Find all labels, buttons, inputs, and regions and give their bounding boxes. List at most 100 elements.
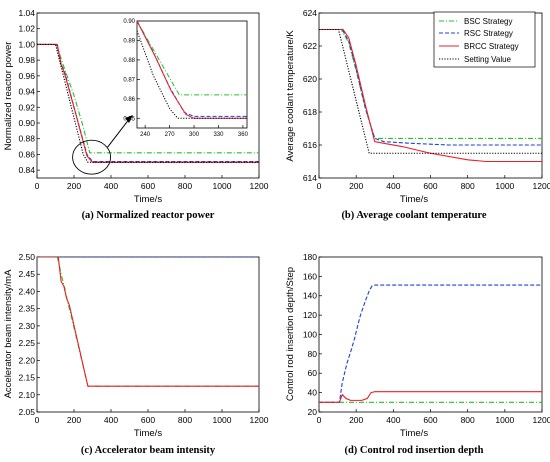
panel-c-xlabel: Time/s: [134, 428, 162, 439]
panel-c-ytick-label: 2.50: [18, 252, 35, 262]
inset-xtick-label: 270: [165, 132, 176, 138]
inset-series-rsc: [137, 21, 247, 117]
panel-c-ytick-label: 2.45: [18, 269, 35, 279]
panel-a-ylabel: Normalized reactor power: [3, 42, 14, 151]
panel-d-xtick-label: 400: [386, 415, 400, 425]
panel-c-ytick-label: 2.15: [18, 373, 35, 383]
panel-a-ytick-label: 0.86: [18, 149, 35, 159]
panel-d-ytick-label: 180: [303, 252, 317, 262]
inset-xtick-label: 300: [189, 132, 200, 138]
panel-d-ytick-label: 60: [308, 368, 318, 378]
panel-c-ylabel: Accelerator beam intensity/mA: [3, 269, 14, 398]
panel-c-ytick-label: 2.10: [18, 390, 35, 400]
panel-c-frame: [36, 256, 260, 413]
panel-d-ytick-label: 160: [303, 271, 317, 281]
panel-b-ytick-label: 624: [303, 8, 317, 18]
panel-d-ytick-label: 80: [308, 349, 318, 359]
panel-d-ytick-label: 20: [308, 407, 318, 417]
panel-d-xtick-label: 1200: [533, 415, 550, 425]
inset-plot: 240 270 300 330 360 0.85 0.86 0.87 0.88 0.89 0.90: [123, 19, 248, 138]
zoom-arrow: [107, 117, 131, 148]
panel-d-xlabel: Time/s: [400, 428, 428, 439]
panel-c-series-group: [37, 257, 259, 387]
legend-label-rsc: RSC Strategy: [464, 29, 513, 38]
panel-a-ytick-label: 1.02: [18, 24, 35, 34]
panel-d-ylabel: Control rod insertion depth/Step: [285, 267, 296, 401]
panel-a-xtick-label: 1000: [213, 181, 232, 191]
panel-b-xlabel: Time/s: [400, 194, 428, 205]
panel-b-ytick-label: 620: [303, 74, 317, 84]
panel-d-ytick-label: 100: [303, 329, 317, 339]
inset-ytick-label: 0.85: [123, 116, 135, 122]
panel-b-xtick-label: 800: [461, 181, 475, 191]
panel-c-xtick-label: 800: [178, 415, 192, 425]
panel-c-ytick-label: 2.25: [18, 338, 35, 348]
panel-d-ytick-label: 40: [308, 388, 318, 398]
panel-a-caption: (a) Normalized reactor power: [82, 210, 215, 221]
panel-a-ytick-label: 0.98: [18, 55, 35, 65]
panel-d-plot: 0 200 400 600 800 1000 1200 20 40 60 80 100 120 140 16…: [303, 252, 550, 425]
panel-a-xtick-label: 400: [104, 181, 118, 191]
panel-a-ytick-label: 0.84: [18, 165, 35, 175]
inset-series-bsc: [137, 21, 247, 96]
legend-label-brcc: BRCC Strategy: [464, 42, 519, 51]
panel-b-xtick-label: 600: [423, 181, 437, 191]
panel-d-series-rsc: [319, 284, 542, 403]
panel-b-xtick-label: 400: [386, 181, 400, 191]
panel-c-plot: 0 200 400 600 800 1000 1200 2.05 2.10 2.15 2.20 2.2…: [18, 252, 268, 425]
inset-ytick-label: 0.87: [123, 77, 135, 83]
zoom-arrow-head: [125, 115, 133, 123]
panel-c-ytick-label: 2.35: [18, 304, 35, 314]
legend-label-bsc: BSC Strategy: [464, 17, 512, 26]
panel-d-series-group: [319, 284, 542, 403]
panel-a-xlabel: Time/s: [134, 194, 162, 205]
panel-b-ytick-label: 618: [303, 107, 317, 117]
panel-a-xtick-label: 200: [67, 181, 81, 191]
panel-b-series-brcc: [319, 28, 542, 163]
panel-d-xtick-label: 800: [461, 415, 475, 425]
panel-b: Average coolant temperature/K Time/s (b)…: [285, 30, 487, 221]
panel-c: Accelerator beam intensity/mA Time/s (c)…: [3, 269, 216, 456]
inset-frame: [136, 20, 248, 129]
panel-c-ytick-label: 2.05: [18, 407, 35, 417]
panel-d-xtick-label: 200: [349, 415, 363, 425]
panel-d-xtick-label: 600: [423, 415, 437, 425]
panel-b-xtick-label: 1200: [533, 181, 550, 191]
panel-b-ytick-label: 616: [303, 140, 317, 150]
inset-xtick-label: 360: [238, 132, 249, 138]
panel-a-ytick-label: 0.96: [18, 71, 35, 81]
panel-d-series-brcc: [319, 391, 542, 403]
panel-d-ytick-label: 140: [303, 291, 317, 301]
panel-b-xtick-label: 1000: [495, 181, 514, 191]
panel-b-series-group: [319, 28, 542, 163]
panel-d-xtick-label: 1000: [495, 415, 514, 425]
panel-a-ytick-label: 0.90: [18, 118, 35, 128]
panel-c-ytick-label: 2.30: [18, 321, 35, 331]
inset-xtick-label: 330: [213, 132, 224, 138]
panel-a-ytick-label: 0.94: [18, 87, 35, 97]
panel-a-ytick-label: 0.92: [18, 102, 35, 112]
panel-a-ytick-label: 0.88: [18, 134, 35, 144]
panel-c-series-brcc: [37, 257, 259, 387]
panel-c-xtick-label: 600: [141, 415, 155, 425]
legend-label-setting: Setting Value: [464, 55, 512, 64]
panel-d-caption: (d) Control rod insertion depth: [344, 445, 483, 456]
panel-b-xtick-label: 200: [349, 181, 363, 191]
panel-a-series-brcc: [37, 43, 259, 163]
panel-c-xtick-label: 0: [35, 415, 40, 425]
panel-d-frame: [318, 256, 543, 413]
panel-a-xtick-label: 0: [35, 181, 40, 191]
panel-a-xtick-label: 1200: [250, 181, 269, 191]
inset-ytick-label: 0.86: [123, 97, 135, 103]
panel-b-caption: (b) Average coolant temperature: [341, 210, 486, 221]
zoom-ellipse: [72, 139, 112, 175]
panel-c-xtick-label: 200: [67, 415, 81, 425]
panel-b-ytick-label: 614: [303, 173, 317, 183]
legend: BSC Strategy RSC Strategy BRCC Strategy …: [433, 11, 536, 68]
panel-c-xtick-label: 400: [104, 415, 118, 425]
panel-a-xtick-label: 600: [141, 181, 155, 191]
panel-a-series-bsc: [37, 43, 259, 154]
panel-c-xtick-label: 1200: [250, 415, 269, 425]
panel-a-series-setting: [37, 43, 259, 163]
